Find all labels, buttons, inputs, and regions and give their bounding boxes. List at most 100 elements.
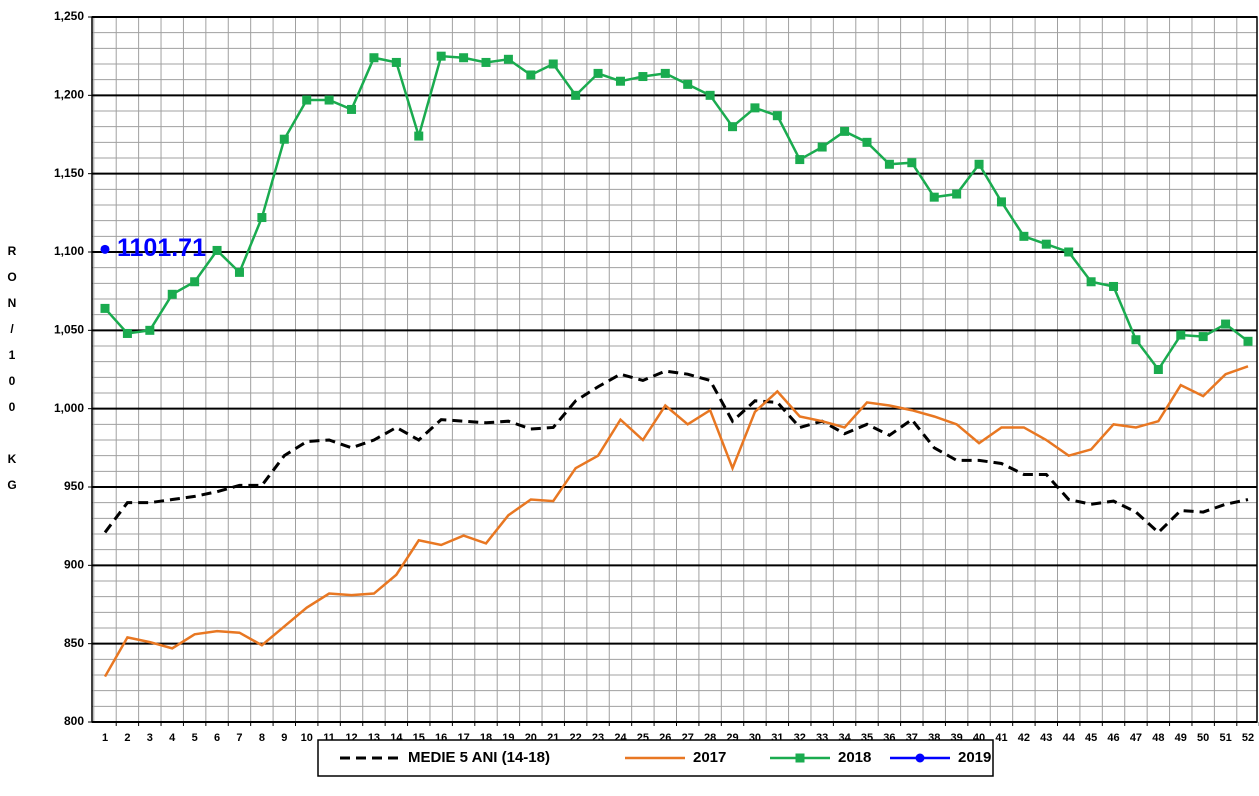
point-marker xyxy=(391,57,401,67)
point-marker xyxy=(884,159,894,169)
point-marker xyxy=(548,59,558,69)
y-tick-label: 1,100 xyxy=(54,244,84,258)
x-tick-label: 48 xyxy=(1152,732,1164,744)
y-tick-label: 900 xyxy=(64,558,84,572)
x-tick-label: 45 xyxy=(1085,732,1097,744)
point-marker xyxy=(100,303,110,313)
x-tick-label: 11 xyxy=(323,732,335,744)
point-marker xyxy=(952,189,962,199)
point-marker xyxy=(324,95,334,105)
x-tick-label: 1 xyxy=(102,732,108,744)
y-tick-label: 950 xyxy=(64,479,84,493)
point-marker xyxy=(705,90,715,100)
point-marker xyxy=(1131,335,1141,345)
point-marker xyxy=(481,57,491,67)
point-marker xyxy=(593,68,603,78)
legend-label: 2017 xyxy=(693,749,726,766)
point-marker xyxy=(234,267,244,277)
x-tick-label: 6 xyxy=(214,732,220,744)
point-marker xyxy=(750,103,760,113)
point-marker xyxy=(414,131,424,141)
x-tick-label: 7 xyxy=(236,732,242,744)
point-marker xyxy=(436,51,446,61)
x-tick-label: 46 xyxy=(1107,732,1119,744)
x-tick-label: 50 xyxy=(1197,732,1209,744)
point-marker xyxy=(190,277,200,287)
point-marker xyxy=(571,90,581,100)
series-line xyxy=(103,369,1249,535)
point-marker xyxy=(974,159,984,169)
series-line xyxy=(103,365,1249,678)
point-marker xyxy=(1109,281,1119,291)
x-tick-label: 3 xyxy=(147,732,153,744)
y-tick-label: 1,200 xyxy=(54,88,84,102)
point-marker xyxy=(1153,365,1163,374)
point-marker xyxy=(100,244,110,254)
point-marker xyxy=(145,325,155,335)
x-tick-label: 9 xyxy=(281,732,287,744)
point-marker xyxy=(1198,332,1208,342)
y-tick-label: 850 xyxy=(64,636,84,650)
point-marker xyxy=(996,197,1006,207)
x-tick-label: 44 xyxy=(1063,732,1076,744)
point-marker xyxy=(1221,319,1231,329)
point-marker xyxy=(459,53,469,63)
point-marker xyxy=(683,79,693,89)
x-tick-label: 41 xyxy=(995,732,1007,744)
x-tick-label: 49 xyxy=(1175,732,1187,744)
point-marker xyxy=(1064,247,1074,257)
legend-label: 2018 xyxy=(838,749,871,766)
point-marker xyxy=(840,126,850,136)
point-marker xyxy=(1086,277,1096,287)
point-marker xyxy=(615,76,625,86)
x-tick-label: 2 xyxy=(124,732,130,744)
point-marker xyxy=(660,68,670,78)
plot-border xyxy=(91,16,1258,723)
y-tick-label: 1,050 xyxy=(54,323,84,337)
point-marker xyxy=(728,122,738,132)
point-marker xyxy=(122,328,132,338)
series-line xyxy=(104,54,1249,372)
point-marker xyxy=(772,111,782,121)
x-tick-label: 52 xyxy=(1242,732,1254,744)
x-tick-label: 43 xyxy=(1040,732,1052,744)
legend-label: MEDIE 5 ANI (14-18) xyxy=(408,749,550,766)
point-marker xyxy=(526,70,536,80)
point-marker xyxy=(302,95,312,105)
point-marker xyxy=(212,245,222,255)
x-tick-label: 10 xyxy=(301,732,313,744)
point-marker xyxy=(638,72,648,82)
point-marker xyxy=(1243,336,1253,346)
point-marker xyxy=(795,155,805,165)
point-marker xyxy=(257,213,267,223)
point-marker xyxy=(369,53,379,63)
x-tick-label: 47 xyxy=(1130,732,1142,744)
x-tick-label: 5 xyxy=(192,732,198,744)
data-label: 1101.71 xyxy=(117,234,206,262)
point-marker xyxy=(929,192,939,202)
point-marker xyxy=(167,289,177,299)
point-marker xyxy=(907,158,917,168)
y-tick-label: 1,150 xyxy=(54,166,84,180)
x-tick-label: 42 xyxy=(1018,732,1030,744)
legend-marker xyxy=(915,753,925,763)
point-marker xyxy=(817,142,827,152)
point-marker xyxy=(1019,231,1029,241)
x-tick-label: 51 xyxy=(1219,732,1231,744)
point-marker xyxy=(279,134,289,144)
point-marker xyxy=(862,137,872,147)
x-tick-label: 4 xyxy=(169,732,176,744)
point-marker xyxy=(503,54,513,64)
legend-label: 2019 xyxy=(958,749,991,766)
y-axis-label: R O N/1 0 0 K G xyxy=(7,244,16,492)
x-tick-label: 8 xyxy=(259,732,265,744)
y-tick-label: 1,250 xyxy=(54,9,84,23)
legend-marker xyxy=(795,753,805,763)
point-marker xyxy=(347,104,357,114)
point-marker xyxy=(1041,239,1051,249)
y-tick-label: 800 xyxy=(64,714,84,728)
y-tick-label: 1,000 xyxy=(54,401,84,415)
point-marker xyxy=(1176,330,1186,340)
